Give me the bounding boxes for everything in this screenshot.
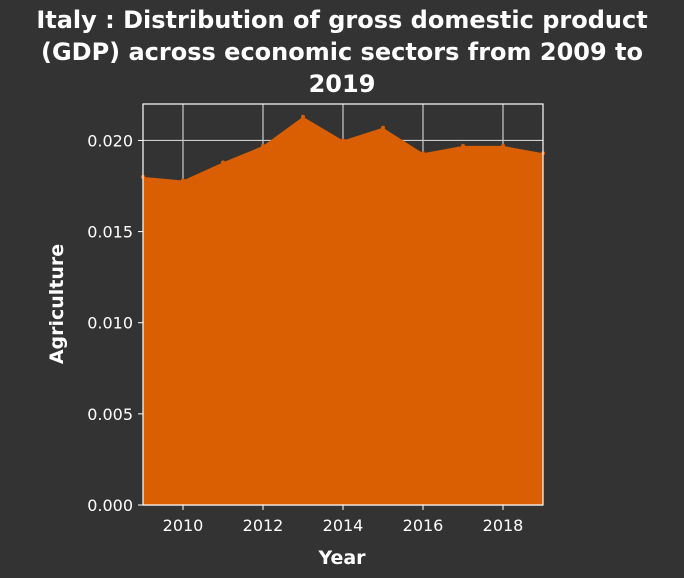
y-axis-label: Agriculture [46,244,68,364]
x-tick-label: 2012 [243,516,284,535]
x-axis-label: Year [317,547,366,569]
chart-title: Italy : Distribution of gross domestic p… [36,6,647,98]
chart-title-line-3: 2019 [309,70,376,98]
y-tick-label: 0.005 [87,405,133,424]
y-tick-label: 0.000 [87,496,133,515]
data-point [421,151,425,156]
data-point [381,125,385,130]
data-point [501,143,505,148]
data-point [461,143,465,148]
x-tick-label: 2018 [483,516,524,535]
data-point [261,143,265,148]
area-series [141,114,545,505]
y-tick-label: 0.015 [87,223,133,242]
x-axis-ticks: 2010 2012 2014 2016 2018 [163,505,524,535]
x-tick-label: 2014 [323,516,364,535]
data-point [301,114,305,119]
area-series-0 [143,116,543,505]
y-axis-ticks: 0.000 0.005 0.010 0.015 0.020 [87,131,143,515]
y-tick-label: 0.010 [87,314,133,333]
y-tick-label: 0.020 [87,131,133,150]
chart-title-line-1: Italy : Distribution of gross domestic p… [36,6,647,34]
data-point [221,160,225,165]
x-tick-label: 2016 [403,516,444,535]
data-point [181,178,185,183]
data-point [341,138,345,143]
x-tick-label: 2010 [163,516,204,535]
chart-title-line-2: (GDP) across economic sectors from 2009 … [41,38,643,66]
